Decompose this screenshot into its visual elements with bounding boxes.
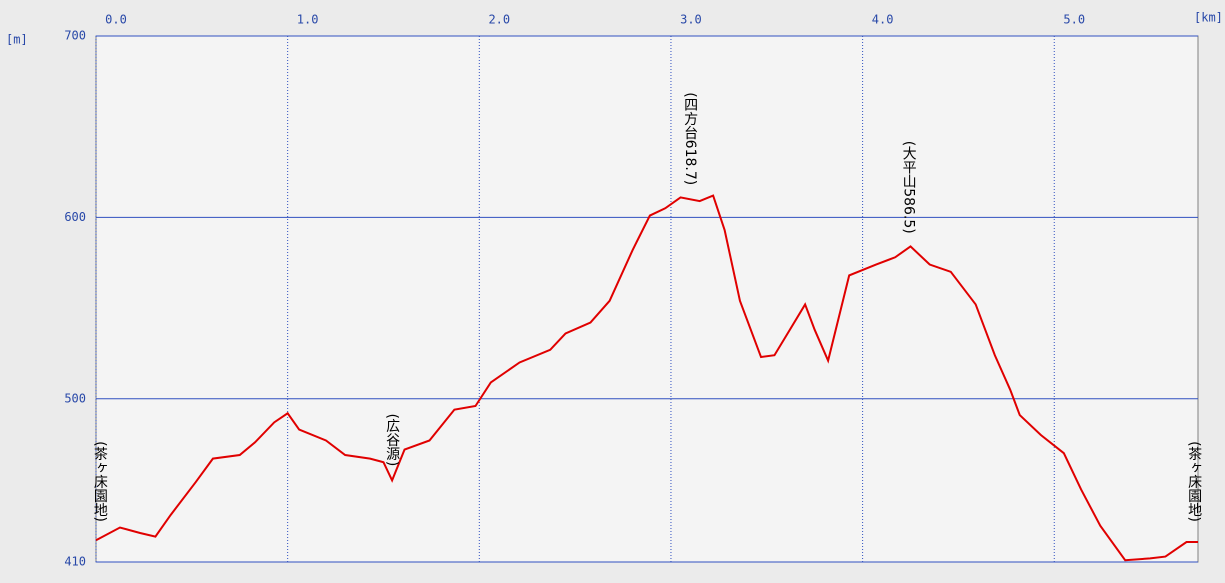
x-tick-label: 3.0 xyxy=(680,13,702,27)
annotation: (四方台618.7) xyxy=(682,92,698,185)
x-tick-label: 0.0 xyxy=(105,13,127,27)
annotation: (茶ヶ床園地) xyxy=(92,441,108,522)
x-tick-label: 1.0 xyxy=(297,13,319,27)
y-tick-label: 500 xyxy=(64,391,86,405)
x-unit: [km] xyxy=(1194,11,1223,25)
x-tick-label: 2.0 xyxy=(488,13,510,27)
y-tick-label: 410 xyxy=(64,555,86,569)
elevation-line xyxy=(95,194,1198,562)
x-tick-label: 4.0 xyxy=(872,13,894,27)
plot-area xyxy=(95,35,1199,563)
annotation: (大平山586.5) xyxy=(901,141,917,234)
y-tick-label: 700 xyxy=(64,29,86,43)
y-unit: [m] xyxy=(6,33,28,47)
x-tick-label: 5.0 xyxy=(1063,13,1085,27)
y-tick-label: 600 xyxy=(64,210,86,224)
annotation: (茶ヶ床園地) xyxy=(1186,441,1202,522)
annotation: (広谷源) xyxy=(384,413,400,466)
